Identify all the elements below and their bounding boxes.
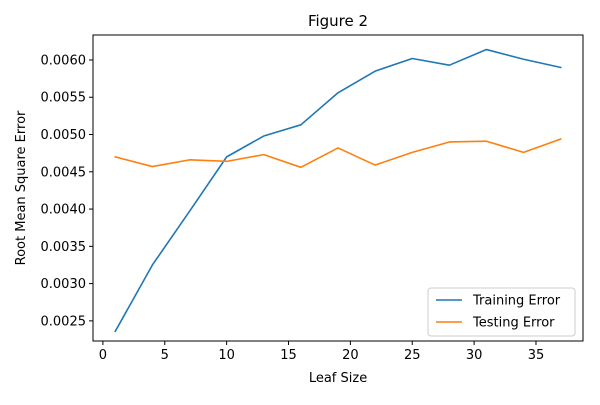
series-line-training-error — [114, 48, 562, 333]
legend-box — [427, 287, 576, 337]
plot-frame — [92, 34, 584, 342]
axis-ticks: 0 5 10 15 20 25 30 35 0.0025 0.0030 0.0035 0.0040 0.… — [41, 53, 545, 363]
y-tick-label: 0.0055 — [41, 91, 87, 106]
y-tick-label: 0.0030 — [41, 277, 87, 292]
chart-title: Figure 2 — [308, 12, 368, 30]
x-tick-label: 10 — [218, 348, 235, 363]
y-axis-label: Root Mean Square Error — [14, 110, 29, 265]
x-axis-label: Leaf Size — [309, 371, 367, 386]
y-tick-label: 0.0040 — [41, 203, 87, 218]
x-tick-label: 35 — [528, 348, 545, 363]
x-tick-label: 15 — [280, 348, 297, 363]
x-tick-label: 5 — [161, 348, 169, 363]
series-line-testing-error — [114, 137, 562, 169]
x-tick-label: 0 — [99, 348, 107, 363]
legend-label: Testing Error — [472, 316, 555, 331]
y-tick-label: 0.0060 — [41, 53, 87, 68]
y-tick-label: 0.0050 — [41, 128, 87, 143]
series-lines — [114, 48, 562, 333]
legend-label: Training Error — [472, 294, 561, 309]
x-tick-label: 25 — [404, 348, 421, 363]
x-tick-label: 20 — [342, 348, 359, 363]
x-tick-label: 30 — [466, 348, 483, 363]
legend: Training Error Testing Error — [427, 287, 576, 337]
y-tick-label: 0.0025 — [41, 314, 87, 329]
y-tick-label: 0.0035 — [41, 240, 87, 255]
y-tick-label: 0.0045 — [41, 165, 87, 180]
